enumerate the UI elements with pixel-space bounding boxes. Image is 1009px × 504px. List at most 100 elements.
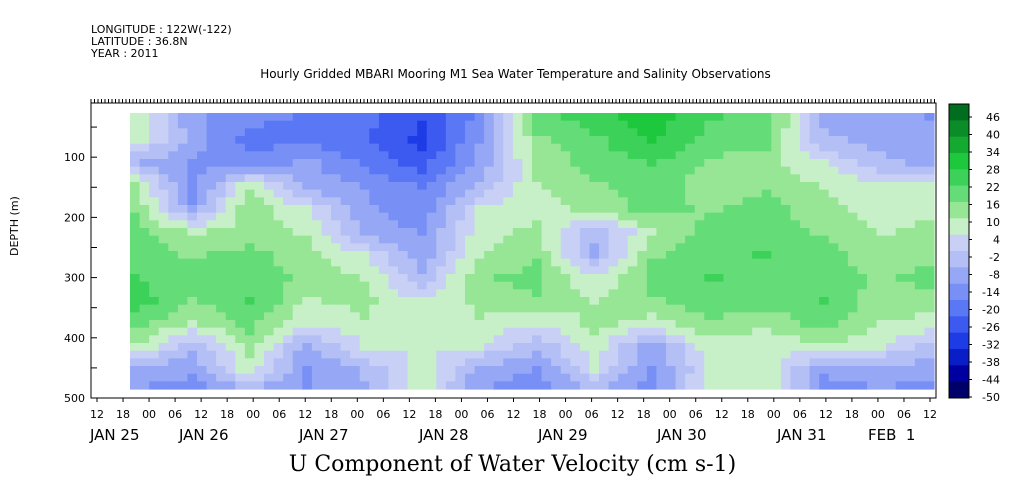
heatmap-cell [857, 297, 868, 306]
heatmap-cell [646, 212, 658, 221]
heatmap-cell [359, 243, 370, 252]
heatmap-cell [819, 143, 830, 152]
heatmap-cell [244, 358, 256, 367]
heatmap-cell [197, 350, 208, 359]
heatmap-cell [742, 366, 753, 375]
heatmap-cell [369, 304, 380, 313]
heatmap-cell [666, 136, 677, 145]
heatmap-cell [809, 350, 820, 359]
heatmap-cell [139, 304, 150, 313]
heatmap-cell [618, 143, 629, 152]
heatmap-cell [924, 220, 935, 229]
heatmap-cell [847, 174, 859, 183]
heatmap-cell [780, 343, 792, 352]
heatmap-cell [733, 320, 744, 329]
heatmap-cell [771, 243, 782, 252]
heatmap-cell [522, 289, 533, 298]
heatmap-cell [828, 251, 839, 260]
heatmap-cell [780, 143, 792, 152]
heatmap-cell [426, 381, 437, 390]
heatmap-cell [618, 366, 629, 375]
heatmap-cell [800, 151, 811, 160]
heatmap-cell [761, 297, 772, 306]
heatmap-cell [771, 174, 782, 183]
heatmap-cell [532, 266, 543, 275]
heatmap-cell [675, 205, 686, 214]
heatmap-cell [465, 205, 476, 214]
heatmap-cell [800, 327, 811, 336]
heatmap-cell [273, 312, 284, 321]
heatmap-cell [455, 189, 466, 198]
heatmap-cell [302, 159, 313, 168]
heatmap-cell [857, 120, 868, 129]
heatmap-cell [646, 381, 658, 390]
heatmap-cell [867, 312, 878, 321]
heatmap-cell [771, 304, 782, 313]
heatmap-cell [685, 220, 696, 229]
heatmap-cell [168, 327, 179, 336]
heatmap-cell [417, 182, 428, 191]
heatmap-cell [895, 343, 906, 352]
heatmap-cell [177, 197, 189, 206]
heatmap-cell [244, 212, 256, 221]
heatmap-cell [235, 312, 246, 321]
heatmap-cell [733, 327, 744, 336]
heatmap-cell [685, 235, 696, 244]
heatmap-cell [445, 166, 457, 175]
heatmap-cell [541, 235, 552, 244]
heatmap-cell [847, 381, 859, 390]
heatmap-cell [177, 289, 189, 298]
heatmap-cell [388, 366, 399, 375]
heatmap-cell [216, 258, 227, 267]
heatmap-cell [417, 212, 428, 221]
heatmap-cell [340, 228, 351, 237]
heatmap-cell [761, 350, 772, 359]
heatmap-cell [876, 136, 887, 145]
heatmap-cell [579, 243, 591, 252]
heatmap-cell [560, 366, 571, 375]
heatmap-cell [685, 205, 696, 214]
heatmap-cell [340, 189, 351, 198]
heatmap-cell [733, 358, 744, 367]
heatmap-cell [599, 289, 610, 298]
heatmap-cell [838, 228, 849, 237]
heatmap-cell [685, 274, 696, 283]
x-tick-label: 06 [376, 408, 390, 421]
heatmap-cell [541, 120, 552, 129]
heatmap-cell [675, 120, 686, 129]
heatmap-cell [321, 197, 332, 206]
heatmap-cell [158, 381, 169, 390]
heatmap-cell [895, 151, 906, 160]
heatmap-cell [656, 251, 667, 260]
heatmap-cell [895, 327, 906, 336]
heatmap-cell [350, 197, 361, 206]
heatmap-cell [130, 235, 141, 244]
heatmap-cell [264, 312, 275, 321]
heatmap-cell [388, 136, 399, 145]
heatmap-cell [838, 274, 849, 283]
heatmap-cell [369, 350, 380, 359]
heatmap-cell [206, 174, 217, 183]
heatmap-cell [570, 266, 581, 275]
heatmap-cell [828, 258, 839, 267]
heatmap-cell [225, 159, 236, 168]
heatmap-cell [713, 297, 725, 306]
heatmap-cell [484, 166, 495, 175]
heatmap-cell [130, 358, 141, 367]
heatmap-cell [847, 128, 859, 137]
heatmap-cell [388, 320, 399, 329]
heatmap-cell [484, 266, 495, 275]
heatmap-cell [493, 350, 504, 359]
heatmap-cell [704, 289, 715, 298]
heatmap-cell [158, 358, 169, 367]
heatmap-cell [867, 235, 878, 244]
heatmap-cell [646, 320, 658, 329]
heatmap-cell [819, 350, 830, 359]
heatmap-cell [666, 159, 677, 168]
heatmap-cell [895, 235, 906, 244]
heatmap-cell [417, 159, 428, 168]
heatmap-cell [168, 189, 179, 198]
heatmap-cell [723, 327, 734, 336]
heatmap-cell [914, 312, 926, 321]
heatmap-cell [216, 312, 227, 321]
